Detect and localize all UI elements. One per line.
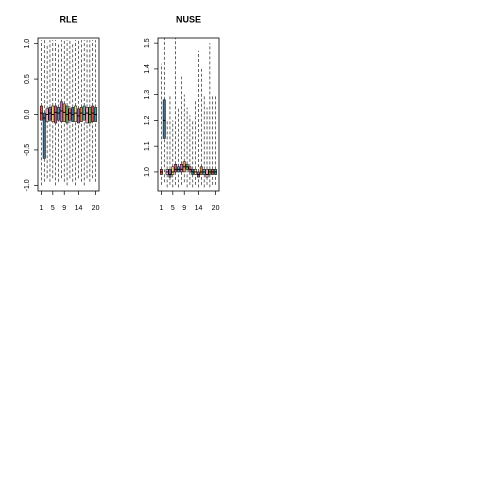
y-tick-label: 1.2 <box>144 115 151 125</box>
y-tick-label: -1.0 <box>24 179 31 191</box>
y-tick-label: 1.0 <box>24 39 31 49</box>
panel-title: NUSE <box>176 14 201 24</box>
x-tick-label: 1 <box>39 205 43 212</box>
plot-frame <box>37 37 100 192</box>
y-tick-label: 0.5 <box>24 74 31 84</box>
y-tick-label: 1.1 <box>144 141 151 151</box>
x-tick-label: 14 <box>75 205 83 212</box>
x-tick-label: 9 <box>182 205 186 212</box>
x-tick-label: 20 <box>92 205 100 212</box>
box <box>171 166 175 175</box>
y-tick-label: 1.4 <box>144 64 151 74</box>
x-tick-label: 9 <box>62 205 66 212</box>
box <box>74 105 78 122</box>
box <box>45 108 49 122</box>
y-tick-label: 1.3 <box>144 90 151 100</box>
x-tick-label: 5 <box>51 205 55 212</box>
box <box>85 107 89 124</box>
box <box>168 169 172 178</box>
x-tick-label: 1 <box>159 205 163 212</box>
x-tick-label: 20 <box>212 205 220 212</box>
box <box>205 169 209 178</box>
box <box>48 107 52 121</box>
x-tick-label: 14 <box>195 205 203 212</box>
box <box>68 108 72 121</box>
y-tick-label: 0.0 <box>24 110 31 120</box>
box <box>59 101 63 122</box>
box <box>199 166 203 175</box>
box <box>179 163 183 173</box>
box <box>91 105 95 122</box>
box <box>82 105 86 121</box>
plot-frame <box>157 37 220 192</box>
panel-title: RLE <box>60 14 78 24</box>
x-tick-label: 5 <box>171 205 175 212</box>
y-tick-label: 1.0 <box>144 167 151 177</box>
box <box>174 163 178 173</box>
box <box>57 107 60 121</box>
box <box>42 112 46 159</box>
box <box>54 105 58 124</box>
box <box>79 107 83 122</box>
y-tick-label: -0.5 <box>24 144 31 156</box>
box <box>51 105 55 122</box>
box <box>88 107 92 124</box>
box <box>162 99 166 139</box>
y-tick-label: 1.5 <box>144 38 151 48</box>
